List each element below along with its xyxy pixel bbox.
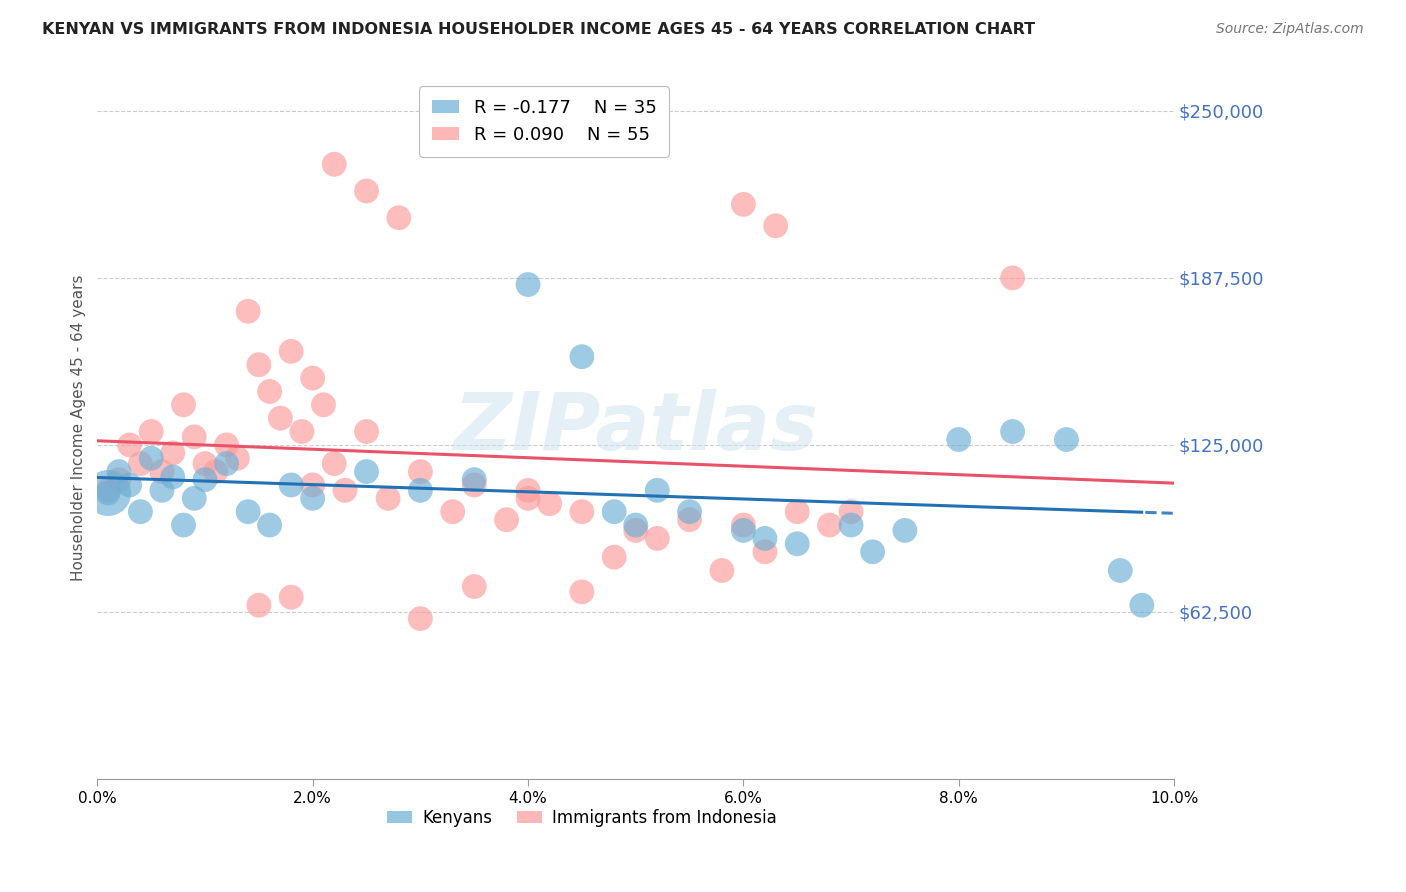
Point xyxy=(183,491,205,506)
Point xyxy=(118,438,141,452)
Point xyxy=(571,350,593,364)
Point xyxy=(1109,564,1132,578)
Point xyxy=(150,465,173,479)
Point xyxy=(839,518,862,533)
Point xyxy=(645,483,668,498)
Point xyxy=(765,219,787,233)
Text: ZIPatlas: ZIPatlas xyxy=(453,389,818,467)
Point xyxy=(862,545,884,559)
Point xyxy=(1001,425,1024,439)
Point xyxy=(301,371,323,385)
Point xyxy=(517,483,540,498)
Point xyxy=(129,457,152,471)
Point xyxy=(356,184,378,198)
Point xyxy=(356,425,378,439)
Point xyxy=(97,486,120,500)
Point xyxy=(894,524,917,538)
Point xyxy=(733,197,755,211)
Point xyxy=(247,358,270,372)
Point xyxy=(141,451,163,466)
Point xyxy=(786,505,808,519)
Point xyxy=(323,457,346,471)
Point xyxy=(948,433,970,447)
Text: KENYAN VS IMMIGRANTS FROM INDONESIA HOUSEHOLDER INCOME AGES 45 - 64 YEARS CORREL: KENYAN VS IMMIGRANTS FROM INDONESIA HOUS… xyxy=(42,22,1035,37)
Point xyxy=(356,465,378,479)
Y-axis label: Householder Income Ages 45 - 64 years: Householder Income Ages 45 - 64 years xyxy=(72,275,86,582)
Point xyxy=(301,478,323,492)
Point xyxy=(183,430,205,444)
Point xyxy=(624,524,647,538)
Point xyxy=(236,304,259,318)
Legend: Kenyans, Immigrants from Indonesia: Kenyans, Immigrants from Indonesia xyxy=(381,803,783,834)
Point xyxy=(409,483,432,498)
Point xyxy=(538,497,561,511)
Point xyxy=(259,518,281,533)
Point xyxy=(571,505,593,519)
Point xyxy=(409,611,432,625)
Point xyxy=(118,478,141,492)
Point xyxy=(1001,271,1024,285)
Point xyxy=(495,513,517,527)
Point xyxy=(333,483,356,498)
Point xyxy=(818,518,841,533)
Point xyxy=(754,545,776,559)
Point xyxy=(571,585,593,599)
Point xyxy=(215,438,238,452)
Point xyxy=(204,465,226,479)
Point xyxy=(388,211,411,225)
Point xyxy=(603,505,626,519)
Point xyxy=(108,465,131,479)
Point xyxy=(463,580,485,594)
Point xyxy=(754,532,776,546)
Point xyxy=(517,491,540,506)
Point xyxy=(162,470,184,484)
Point xyxy=(786,537,808,551)
Point xyxy=(236,505,259,519)
Point xyxy=(323,157,346,171)
Point xyxy=(839,505,862,519)
Point xyxy=(603,550,626,565)
Point xyxy=(463,478,485,492)
Point xyxy=(678,513,700,527)
Point xyxy=(312,398,335,412)
Text: Source: ZipAtlas.com: Source: ZipAtlas.com xyxy=(1216,22,1364,37)
Point xyxy=(280,478,302,492)
Point xyxy=(409,465,432,479)
Point xyxy=(173,398,195,412)
Point xyxy=(141,425,163,439)
Point xyxy=(215,457,238,471)
Point xyxy=(108,473,131,487)
Point xyxy=(733,524,755,538)
Point xyxy=(194,457,217,471)
Point xyxy=(97,483,120,498)
Point xyxy=(1054,433,1077,447)
Point xyxy=(269,411,291,425)
Point xyxy=(194,473,217,487)
Point xyxy=(129,505,152,519)
Point xyxy=(710,564,733,578)
Point xyxy=(733,518,755,533)
Point xyxy=(97,486,120,500)
Point xyxy=(463,473,485,487)
Point xyxy=(280,591,302,605)
Point xyxy=(377,491,399,506)
Point xyxy=(162,446,184,460)
Point xyxy=(280,344,302,359)
Point xyxy=(291,425,314,439)
Point xyxy=(645,532,668,546)
Point xyxy=(226,451,249,466)
Point xyxy=(517,277,540,292)
Point xyxy=(624,518,647,533)
Point xyxy=(150,483,173,498)
Point xyxy=(247,598,270,612)
Point xyxy=(259,384,281,399)
Point xyxy=(173,518,195,533)
Point xyxy=(1130,598,1153,612)
Point xyxy=(441,505,464,519)
Point xyxy=(678,505,700,519)
Point xyxy=(301,491,323,506)
